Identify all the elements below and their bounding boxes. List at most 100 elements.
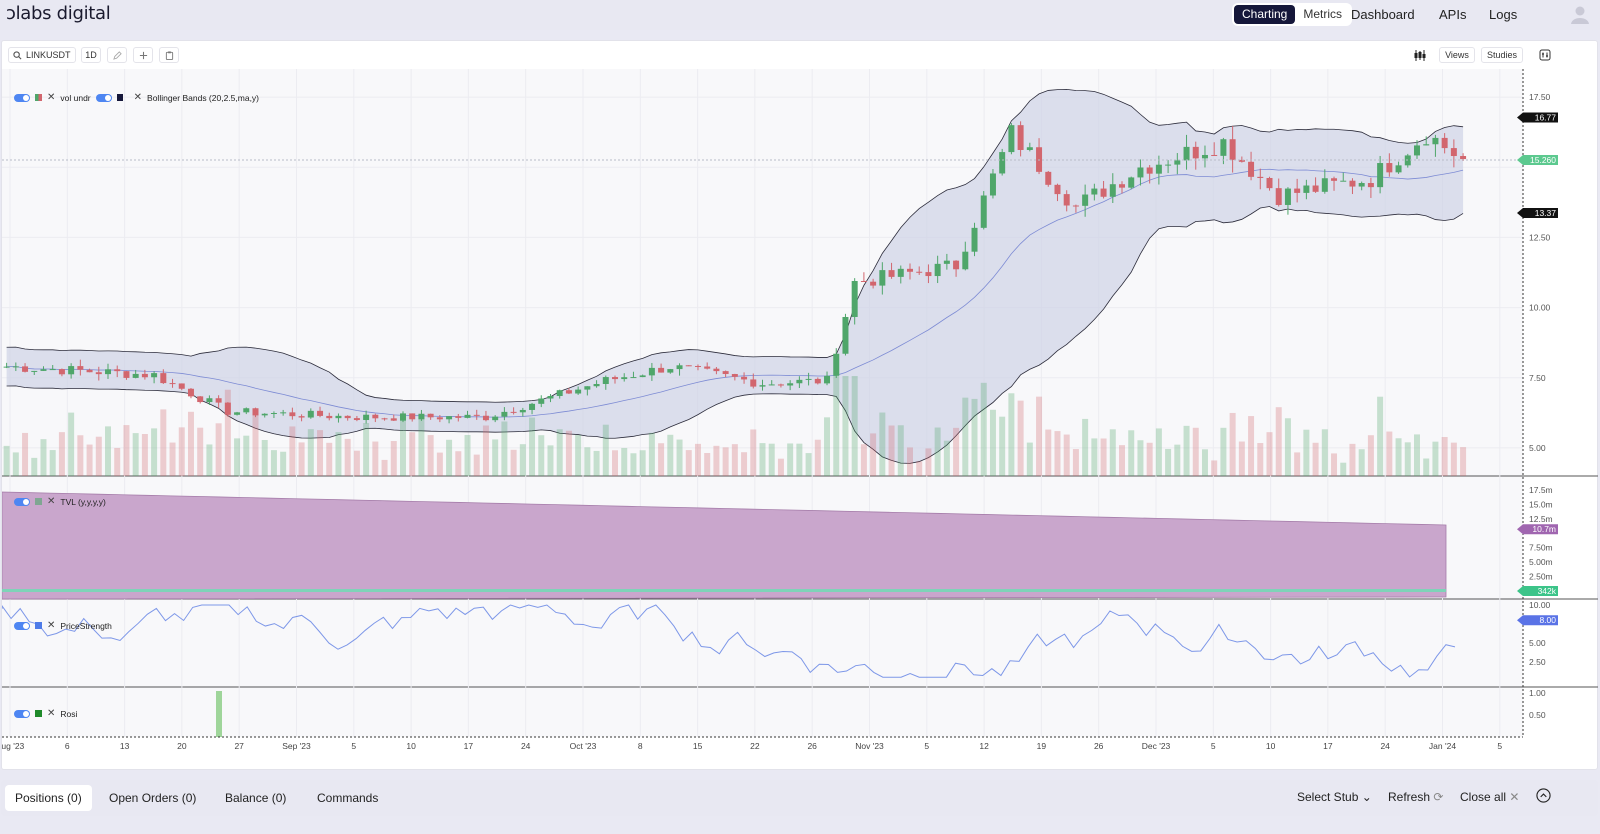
price-tick-label: 10.00 bbox=[1529, 303, 1551, 313]
candle bbox=[1340, 180, 1347, 182]
price-chart[interactable]: 17.50 12.50 10.00 7.50 5.00 17.5m 15.0m 12.5m 7.… bbox=[2, 69, 1598, 769]
bottom-bar: Positions (0) Open Orders (0) Balance (0… bbox=[1, 780, 1598, 816]
tvl-tick-label: 12.5m bbox=[1529, 514, 1553, 524]
nav-apis[interactable]: APIs bbox=[1439, 7, 1467, 22]
candle bbox=[1017, 125, 1024, 150]
remove-ps-icon[interactable]: ✕ bbox=[47, 620, 56, 631]
nav-dashboard[interactable]: Dashboard bbox=[1351, 7, 1415, 22]
tab-commands[interactable]: Commands bbox=[317, 791, 379, 805]
candle bbox=[916, 271, 923, 273]
candle bbox=[399, 413, 406, 421]
plus-icon bbox=[139, 51, 147, 59]
time-tick-label: Aug '23 bbox=[2, 741, 25, 751]
close-all-button[interactable]: Close all ✕ bbox=[1460, 790, 1519, 804]
volume-bar bbox=[1100, 438, 1107, 476]
volume-bar bbox=[1008, 393, 1015, 476]
candle bbox=[1321, 178, 1328, 192]
volume-bar bbox=[492, 439, 499, 476]
volume-bar bbox=[731, 444, 738, 476]
views-button[interactable]: Views bbox=[1439, 47, 1475, 63]
ps-swatch bbox=[35, 622, 42, 629]
volume-bar bbox=[842, 376, 849, 476]
pencil-icon bbox=[112, 50, 122, 60]
time-tick-label: Jan '24 bbox=[1429, 741, 1456, 751]
volume-bar bbox=[160, 409, 167, 476]
candle bbox=[169, 383, 176, 385]
volume-bar bbox=[123, 425, 130, 476]
tvl-tick-label: 5.00m bbox=[1529, 557, 1553, 567]
tab-positions[interactable]: Positions (0) bbox=[5, 785, 92, 811]
tab-balance[interactable]: Balance (0) bbox=[225, 791, 287, 805]
volume-bar bbox=[141, 433, 148, 476]
volume-bar bbox=[768, 443, 775, 476]
select-stub-dropdown[interactable]: Select Stub ⌄ bbox=[1297, 790, 1372, 804]
volume-bar bbox=[224, 389, 231, 476]
candle bbox=[335, 415, 342, 419]
candle bbox=[381, 418, 388, 420]
candle bbox=[870, 281, 877, 286]
volume-bar bbox=[427, 435, 434, 476]
rosi-toggle[interactable] bbox=[14, 709, 30, 718]
candle bbox=[556, 390, 563, 397]
volume-bar bbox=[971, 398, 978, 476]
volume-bar bbox=[187, 411, 194, 476]
volume-bar bbox=[833, 376, 840, 476]
volume-bar bbox=[1460, 447, 1467, 476]
refresh-button[interactable]: Refresh ⟳ bbox=[1388, 790, 1443, 804]
candle bbox=[68, 366, 75, 375]
collapse-button[interactable] bbox=[1536, 788, 1551, 806]
clipboard-button[interactable] bbox=[159, 47, 179, 63]
time-tick-label: 22 bbox=[750, 741, 760, 751]
app-logo: ɔlabs digital bbox=[6, 3, 111, 24]
volume-bar bbox=[989, 409, 996, 476]
candle bbox=[1423, 144, 1430, 146]
ps-toggle[interactable] bbox=[14, 621, 30, 630]
volume-bar bbox=[1275, 407, 1282, 476]
candle bbox=[851, 281, 858, 317]
volume-bar bbox=[252, 411, 259, 476]
volume-bar bbox=[3, 445, 10, 476]
candle bbox=[1248, 161, 1255, 177]
candle bbox=[1026, 147, 1033, 150]
volume-bar bbox=[787, 443, 794, 476]
candle bbox=[1386, 163, 1393, 173]
tab-metrics[interactable]: Metrics bbox=[1303, 7, 1343, 21]
remove-tvl-icon[interactable]: ✕ bbox=[47, 496, 56, 507]
volume-bar bbox=[860, 444, 867, 476]
chart-type-button[interactable] bbox=[1409, 47, 1431, 63]
draw-tool-button[interactable] bbox=[107, 47, 127, 63]
candle bbox=[178, 383, 185, 389]
volume-bar bbox=[317, 430, 324, 476]
tab-open-orders[interactable]: Open Orders (0) bbox=[109, 791, 197, 805]
time-tick-label: 5 bbox=[1211, 741, 1216, 751]
volume-bar bbox=[409, 432, 416, 476]
add-button[interactable] bbox=[133, 47, 153, 63]
volume-toggle[interactable] bbox=[14, 93, 30, 102]
remove-rosi-icon[interactable]: ✕ bbox=[47, 708, 56, 719]
candles-icon bbox=[1414, 49, 1426, 61]
symbol-search[interactable]: LINKUSDT bbox=[8, 47, 76, 63]
volume-bar bbox=[197, 427, 204, 476]
volume-bar bbox=[390, 441, 397, 476]
bb-toggle[interactable] bbox=[95, 93, 112, 102]
remove-bb-icon[interactable]: ✕ bbox=[133, 92, 143, 103]
volume-bar bbox=[132, 433, 139, 476]
user-avatar-icon[interactable] bbox=[1570, 4, 1590, 24]
studies-button[interactable]: Studies bbox=[1481, 47, 1523, 63]
settings-button[interactable] bbox=[1535, 47, 1555, 63]
volume-bar bbox=[1266, 432, 1273, 476]
candle bbox=[925, 272, 932, 277]
candle bbox=[58, 369, 65, 375]
tvl-toggle[interactable] bbox=[14, 497, 30, 506]
volume-bar bbox=[243, 435, 250, 476]
nav-logs[interactable]: Logs bbox=[1489, 7, 1518, 22]
remove-volume-icon[interactable]: ✕ bbox=[47, 92, 56, 103]
candle bbox=[1432, 137, 1439, 145]
tvl-badge-text: 10.7m bbox=[1532, 524, 1556, 534]
tab-charting[interactable]: Charting bbox=[1234, 5, 1296, 24]
interval-button[interactable]: 1D bbox=[81, 47, 101, 63]
candle bbox=[1100, 188, 1107, 197]
volume-bar bbox=[796, 443, 803, 476]
volume-bar bbox=[1128, 430, 1135, 476]
volume-bar bbox=[962, 397, 969, 476]
